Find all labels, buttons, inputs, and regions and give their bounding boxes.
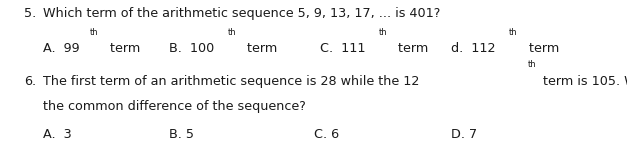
- Text: C.  111: C. 111: [320, 42, 366, 55]
- Text: term: term: [243, 42, 278, 55]
- Text: 5.: 5.: [24, 7, 36, 20]
- Text: th: th: [90, 28, 98, 37]
- Text: th: th: [379, 28, 387, 37]
- Text: A.  99: A. 99: [43, 42, 79, 55]
- Text: term: term: [105, 42, 140, 55]
- Text: B. 5: B. 5: [169, 128, 194, 141]
- Text: d.  112: d. 112: [451, 42, 496, 55]
- Text: C. 6: C. 6: [314, 128, 339, 141]
- Text: Which term of the arithmetic sequence 5, 9, 13, 17, ... is 401?: Which term of the arithmetic sequence 5,…: [43, 7, 440, 20]
- Text: A.  3: A. 3: [43, 128, 71, 141]
- Text: term: term: [525, 42, 559, 55]
- Text: 6.: 6.: [24, 75, 36, 88]
- Text: the common difference of the sequence?: the common difference of the sequence?: [43, 100, 305, 113]
- Text: D. 7: D. 7: [451, 128, 478, 141]
- Text: The first term of an arithmetic sequence is 28 while the 12: The first term of an arithmetic sequence…: [43, 75, 419, 88]
- Text: th: th: [529, 60, 537, 69]
- Text: term is 105. What is: term is 105. What is: [539, 75, 627, 88]
- Text: th: th: [509, 28, 517, 37]
- Text: th: th: [228, 28, 236, 37]
- Text: th: th: [529, 60, 537, 69]
- Text: term: term: [394, 42, 428, 55]
- Text: B.  100: B. 100: [169, 42, 214, 55]
